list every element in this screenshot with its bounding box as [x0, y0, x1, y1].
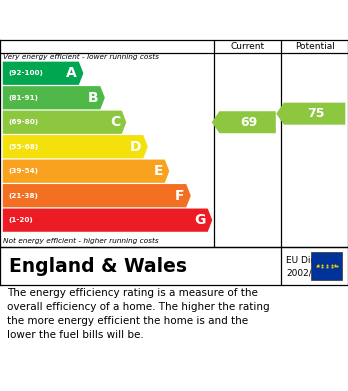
Text: Very energy efficient - lower running costs: Very energy efficient - lower running co… [3, 54, 159, 59]
Text: A: A [66, 66, 77, 80]
Text: The energy efficiency rating is a measure of the
overall efficiency of a home. T: The energy efficiency rating is a measur… [7, 288, 270, 340]
Polygon shape [276, 103, 345, 125]
Text: (55-68): (55-68) [8, 144, 38, 150]
Text: (39-54): (39-54) [8, 168, 38, 174]
Text: B: B [88, 91, 98, 105]
Text: Current: Current [230, 42, 265, 51]
Text: EU Directive: EU Directive [286, 256, 342, 265]
Text: (1-20): (1-20) [8, 217, 33, 223]
Text: D: D [130, 140, 142, 154]
Text: Potential: Potential [295, 42, 334, 51]
Polygon shape [212, 111, 276, 133]
FancyBboxPatch shape [311, 252, 342, 280]
Text: (69-80): (69-80) [8, 119, 38, 125]
Polygon shape [3, 62, 84, 85]
Text: (92-100): (92-100) [8, 70, 43, 76]
Polygon shape [3, 160, 169, 183]
Text: 2002/91/EC: 2002/91/EC [286, 269, 339, 278]
Polygon shape [3, 184, 191, 207]
Text: (21-38): (21-38) [8, 193, 38, 199]
Text: C: C [110, 115, 120, 129]
Polygon shape [3, 86, 105, 109]
Text: Not energy efficient - higher running costs: Not energy efficient - higher running co… [3, 238, 159, 244]
Polygon shape [3, 208, 212, 232]
Text: England & Wales: England & Wales [9, 257, 187, 276]
Text: G: G [195, 213, 206, 227]
Text: (81-91): (81-91) [8, 95, 38, 101]
Text: 69: 69 [240, 116, 258, 129]
Polygon shape [3, 111, 126, 134]
Text: 75: 75 [307, 107, 325, 120]
Text: F: F [175, 189, 184, 203]
Text: Energy Efficiency Rating: Energy Efficiency Rating [9, 13, 238, 31]
Polygon shape [3, 135, 148, 158]
Text: E: E [153, 164, 163, 178]
